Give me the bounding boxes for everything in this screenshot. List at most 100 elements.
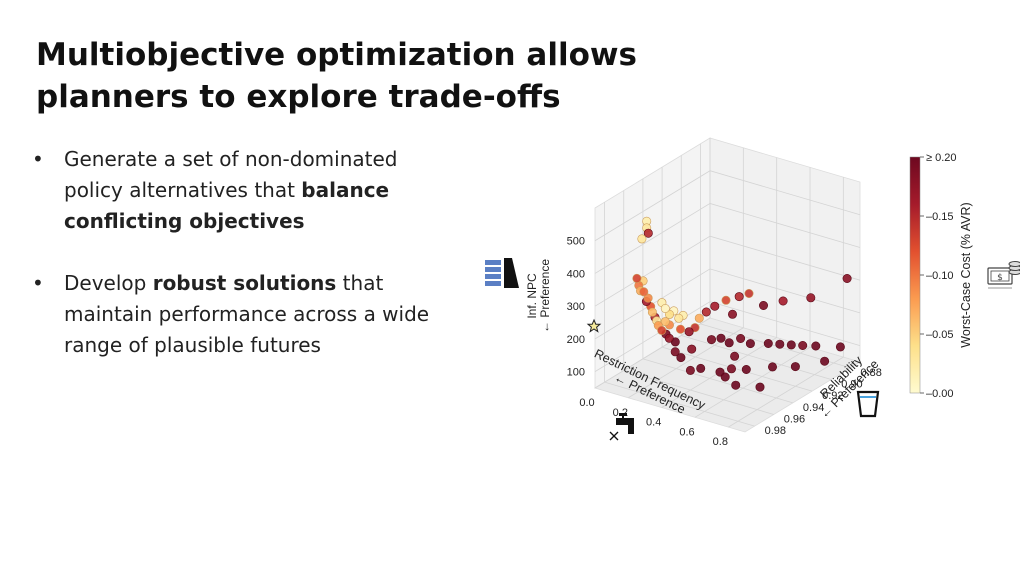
x-grid-line (594, 138, 711, 389)
x-tick-label: 0.8 (713, 436, 728, 448)
y-tick-label: 0.96 (784, 414, 805, 426)
scatter-point (806, 293, 816, 303)
scatter-point (657, 325, 667, 335)
x-grid-line (728, 177, 844, 428)
scatter-point (643, 293, 653, 303)
scatter-point (744, 289, 754, 299)
scatter-point (835, 342, 845, 352)
scatter-point (685, 365, 695, 375)
scatter-point (734, 292, 744, 302)
colorbar-ticks: –0.00 –0.05 –0.10 –0.15 ≥ 0.20 (920, 152, 957, 400)
water-glass-icon (856, 390, 880, 418)
x-grid-line (661, 157, 778, 408)
scatter-point (726, 364, 736, 374)
scatter-point (741, 365, 751, 375)
scatter-point (639, 287, 649, 297)
y-grid-line (681, 335, 832, 380)
scatter-point (724, 338, 734, 348)
colorbar-tick-label: –0.10 (926, 270, 954, 282)
scatter-point (720, 372, 730, 382)
z-axis-preference-label: ← Preference (538, 259, 552, 333)
z-tick-label: 200 (567, 334, 585, 346)
scatter-point (632, 273, 642, 283)
z-tick-label: 300 (567, 301, 585, 313)
bullet-item-2: • Develop robust solutions that maintain… (32, 268, 462, 361)
y-grid-line (604, 381, 755, 427)
scatter-point (684, 327, 694, 337)
scatter-point (727, 309, 737, 319)
scatter-point (701, 307, 711, 317)
colorbar-tick-label: –0.05 (926, 329, 954, 341)
scatter-point (731, 380, 741, 390)
x-tick-label: 0.2 (613, 407, 628, 419)
y-tick-label: 0.94 (803, 402, 824, 414)
colorbar-tick-label: –0.00 (926, 388, 954, 400)
y-grid-line (642, 358, 794, 404)
scatter-point (790, 362, 800, 372)
data-points (632, 216, 852, 392)
scatter-point (763, 339, 773, 349)
scatter-point (660, 304, 670, 314)
x-tick-label: 0.6 (679, 426, 694, 438)
scatter-point (786, 340, 796, 350)
scatter-point (736, 334, 746, 344)
colorbar: –0.00 –0.05 –0.10 –0.15 ≥ 0.20 Worst-Case Co… (909, 152, 973, 400)
bullet-item-1: • Generate a set of non-dominated policy… (32, 144, 462, 237)
scatter-point (778, 296, 788, 306)
bullet-text: Develop (64, 271, 153, 295)
x-grid-line (628, 147, 744, 399)
scatter-point (811, 341, 821, 351)
scatter-point (694, 313, 704, 323)
svg-text:$: $ (997, 273, 1003, 283)
colorbar-label: Worst-Case Cost (% AVR) (959, 202, 973, 347)
scatter-point (798, 341, 808, 351)
scatter-point (842, 274, 852, 284)
scatter-point (647, 307, 657, 317)
scatter-point (664, 333, 674, 343)
scatter-point (643, 228, 653, 238)
scatter-point (716, 333, 726, 343)
scatter-point (721, 295, 731, 305)
slide-title: Multiobjective optimization allows plann… (36, 37, 637, 115)
y-tick-label: 0.92 (822, 390, 843, 402)
money-stack-icon: $ (987, 261, 1020, 289)
scatter-point (730, 351, 740, 361)
scatter-point (745, 339, 755, 349)
bullet-text: Generate a set of non-dominated policy a… (64, 147, 398, 202)
scatter-point (758, 301, 768, 311)
bullet-bold-text: robust solutions (152, 271, 337, 295)
x-grid-line (694, 167, 811, 418)
bullet-bold-text: balance conflicting objectives (64, 178, 390, 233)
colorbar-tick-label: –0.15 (926, 211, 954, 223)
scatter-point (676, 353, 686, 363)
scatter-point (637, 234, 647, 244)
x-tick-label: 0.0 (579, 397, 594, 409)
faucet-icon (609, 413, 634, 441)
bullet-list: • Generate a set of non-dominated policy… (32, 144, 462, 392)
y-tick-label: 0.98 (765, 425, 786, 437)
scatter-point (755, 382, 765, 392)
y-tick-label: 0.88 (860, 367, 881, 379)
axis-tick-labels: 1002003004005000.00.20.40.60.80.880.900.… (567, 236, 882, 448)
scatter-point (676, 324, 686, 334)
scatter-3d-chart: 1002003004005000.00.20.40.60.80.880.900.… (485, 137, 1020, 448)
scatter-point (687, 344, 697, 354)
y-grid-line (623, 370, 774, 415)
bullet-text-tail: that maintain performance across a wide … (64, 271, 430, 357)
scatter-point (767, 362, 777, 372)
y-tick-label: 0.90 (841, 379, 862, 391)
colorbar-tick-label: ≥ 0.20 (926, 152, 957, 164)
x-tick-label: 0.4 (646, 417, 661, 429)
colorbar-scale (909, 156, 921, 394)
stacked-bars-icon (485, 258, 519, 288)
scatter-point (674, 313, 684, 323)
z-tick-label: 100 (567, 367, 585, 379)
z-axis-label: Inf. NPC (525, 273, 539, 319)
scatter-point (707, 335, 717, 345)
y-grid-line (661, 346, 813, 392)
star-icon (586, 318, 602, 333)
scatter-point (820, 356, 830, 366)
scatter-point (775, 339, 785, 349)
scatter-point (670, 347, 680, 357)
scatter-point (696, 363, 706, 373)
